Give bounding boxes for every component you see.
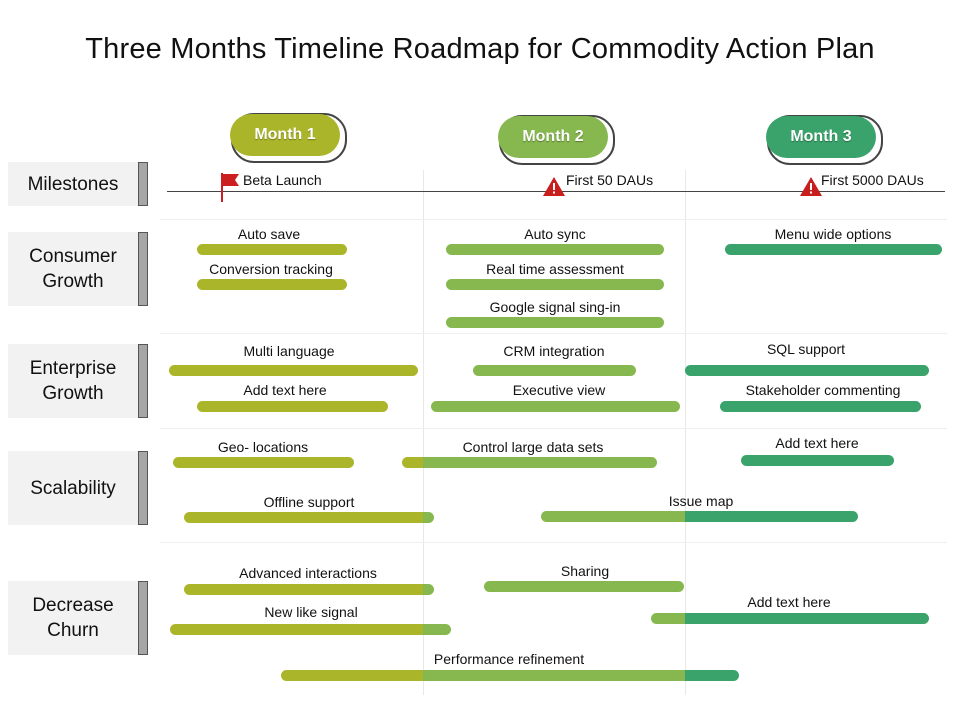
task-label: Offline support <box>263 494 355 510</box>
task-label: Conversion tracking <box>209 261 333 277</box>
task-label: Add text here <box>747 594 831 610</box>
task-label: Menu wide options <box>774 226 892 242</box>
task-bar <box>169 365 418 376</box>
task-bar <box>197 279 347 290</box>
milestone-first-5000-daus: First 5000 DAUs <box>821 172 924 188</box>
task-bar <box>173 457 354 468</box>
task-bar <box>402 457 657 468</box>
task-label: New like signal <box>264 604 358 620</box>
task-bar <box>685 365 929 376</box>
task-bar <box>431 401 680 412</box>
task-bar <box>720 401 921 412</box>
task-bar <box>446 244 664 255</box>
row-label-decrease-churn: Decrease Churn <box>8 581 138 655</box>
row-separator <box>160 219 947 220</box>
task-bar <box>473 365 636 376</box>
task-bar <box>197 244 347 255</box>
row-separator <box>160 428 947 429</box>
task-label: SQL support <box>766 341 846 357</box>
task-label: Add text here <box>243 382 327 398</box>
month-3-pill: Month 3 <box>766 116 876 158</box>
row-tab <box>138 162 148 206</box>
row-tab <box>138 581 148 655</box>
task-label: Google signal sing-in <box>489 299 621 315</box>
task-label: Control large data sets <box>462 439 604 455</box>
milestone-beta-launch: Beta Launch <box>243 172 322 188</box>
task-bar <box>484 581 684 592</box>
page-title: Three Months Timeline Roadmap for Commod… <box>85 33 875 65</box>
task-label: Sharing <box>560 563 610 579</box>
task-label: CRM integration <box>503 343 605 359</box>
task-bar <box>741 455 894 466</box>
grid-line-month-boundary-1 <box>423 170 424 695</box>
task-label: Executive view <box>512 382 606 398</box>
row-label-consumer-growth: Consumer Growth <box>8 232 138 306</box>
row-separator <box>160 333 947 334</box>
task-bar <box>541 511 858 522</box>
warning-icon <box>800 177 822 196</box>
task-label: Add text here <box>775 435 859 451</box>
month-2-pill: Month 2 <box>498 116 608 158</box>
row-tab <box>138 232 148 306</box>
warning-icon <box>543 177 565 196</box>
task-label: Issue map <box>668 493 734 509</box>
row-label-milestones: Milestones <box>8 162 138 206</box>
task-bar <box>446 317 664 328</box>
row-label-scalability: Scalability <box>8 451 138 525</box>
task-bar <box>651 613 929 624</box>
task-bar <box>184 512 434 523</box>
task-bar <box>184 584 434 595</box>
task-bar <box>170 624 451 635</box>
milestone-first-50-daus: First 50 DAUs <box>566 172 654 188</box>
row-separator <box>160 542 947 543</box>
task-bar <box>725 244 942 255</box>
grid-line-month-boundary-2 <box>685 170 686 695</box>
task-label: Real time assessment <box>486 261 624 277</box>
row-tab <box>138 451 148 525</box>
task-bar <box>446 279 664 290</box>
task-label: Auto sync <box>524 226 586 242</box>
task-label: Multi language <box>243 343 335 359</box>
task-label: Advanced interactions <box>239 565 377 581</box>
month-1-pill: Month 1 <box>230 114 340 156</box>
row-tab <box>138 344 148 418</box>
task-label: Performance refinement <box>433 651 585 667</box>
row-label-enterprise-growth: Enterprise Growth <box>8 344 138 418</box>
task-label: Geo- locations <box>217 439 309 455</box>
task-label: Stakeholder commenting <box>745 382 901 398</box>
flag-icon <box>221 173 239 202</box>
task-bar <box>197 401 388 412</box>
task-bar <box>281 670 739 681</box>
task-label: Auto save <box>237 226 301 242</box>
